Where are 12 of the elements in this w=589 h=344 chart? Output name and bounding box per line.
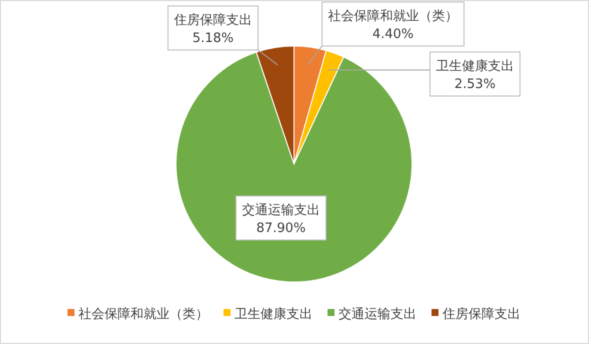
slice-label: 交通运输支出 (242, 202, 320, 218)
slice-label: 社会保障和就业（类） (328, 9, 458, 24)
slice-label: 住房保障支出 (173, 12, 252, 28)
data-label: 4.40% (372, 27, 414, 42)
legend-label: 交通运输支出 (338, 306, 416, 322)
data-label: 2.53% (454, 77, 496, 92)
data-label: 5.18% (192, 31, 234, 46)
slice-label: 卫生健康支出 (436, 59, 514, 74)
legend-label: 卫生健康支出 (234, 307, 312, 322)
data-label: 87.90% (256, 221, 306, 236)
legend-label: 住房保障支出 (442, 306, 520, 322)
legend-label: 社会保障和就业（类） (78, 307, 208, 322)
